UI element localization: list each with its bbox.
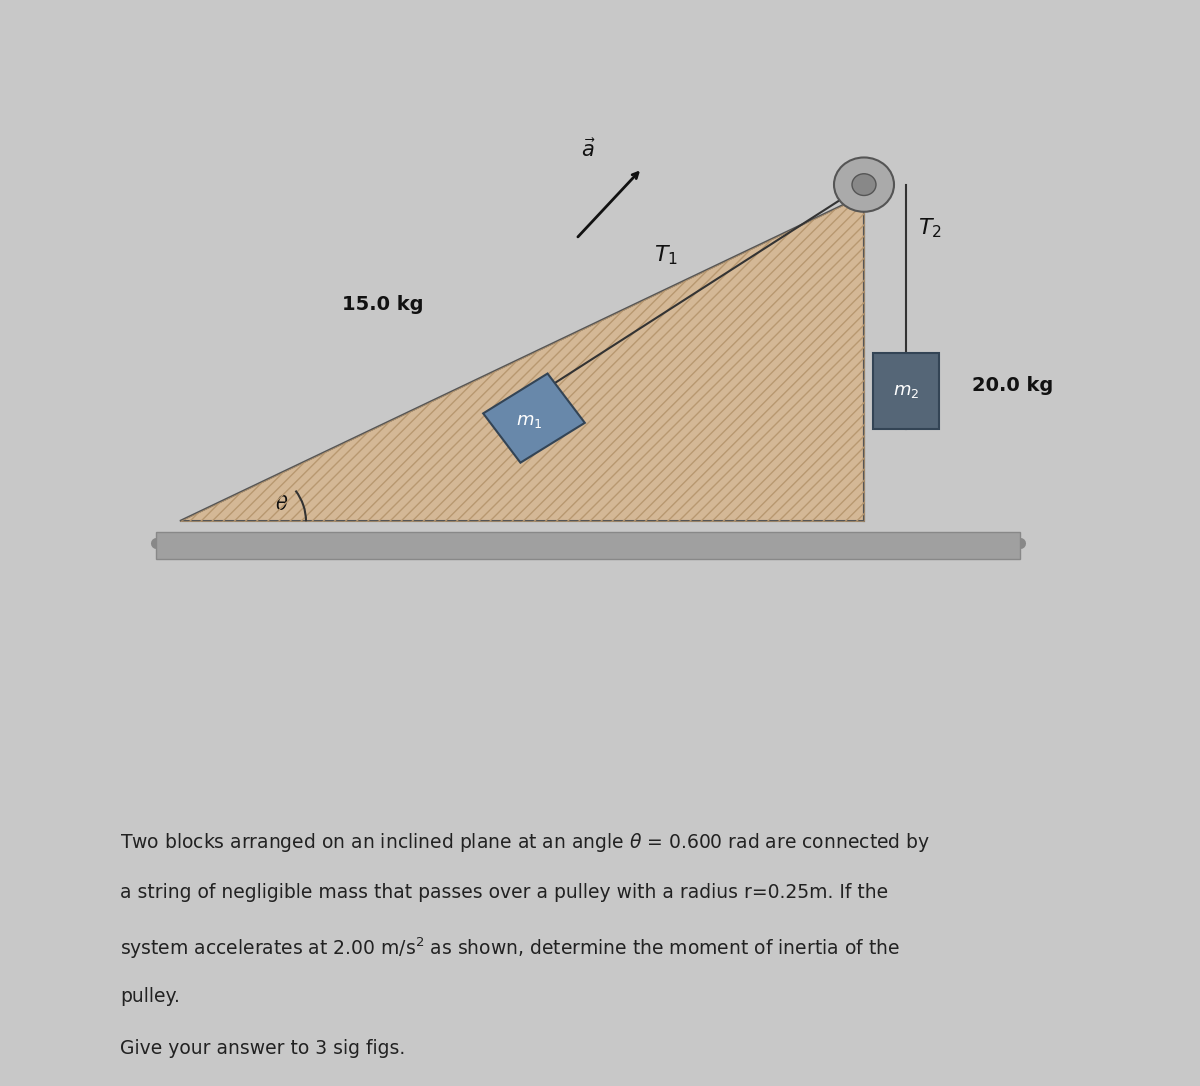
- Text: Give your answer to 3 sig figs.: Give your answer to 3 sig figs.: [120, 1039, 406, 1058]
- Text: 20.0 kg: 20.0 kg: [972, 376, 1054, 395]
- Text: $m_2$: $m_2$: [893, 382, 919, 400]
- Text: $\vec{a}$: $\vec{a}$: [581, 138, 595, 162]
- Text: a string of negligible mass that passes over a pulley with a radius r=0.25m. If : a string of negligible mass that passes …: [120, 883, 888, 901]
- Text: Two blocks arranged on an inclined plane at an angle $\theta$ = 0.600 rad are co: Two blocks arranged on an inclined plane…: [120, 831, 930, 854]
- Polygon shape: [180, 195, 864, 521]
- Text: $T_1$: $T_1$: [654, 243, 678, 267]
- Bar: [484, 374, 584, 463]
- Text: 15.0 kg: 15.0 kg: [342, 294, 424, 314]
- Bar: [874, 353, 940, 429]
- Bar: [156, 532, 1020, 559]
- Text: system accelerates at 2.00 m/s$^2$ as shown, determine the moment of inertia of : system accelerates at 2.00 m/s$^2$ as sh…: [120, 935, 900, 960]
- Circle shape: [834, 157, 894, 212]
- Text: $T_2$: $T_2$: [918, 216, 942, 240]
- Text: $m_1$: $m_1$: [516, 413, 542, 430]
- Circle shape: [852, 174, 876, 195]
- Text: pulley.: pulley.: [120, 987, 180, 1006]
- Text: $\theta$: $\theta$: [275, 495, 289, 515]
